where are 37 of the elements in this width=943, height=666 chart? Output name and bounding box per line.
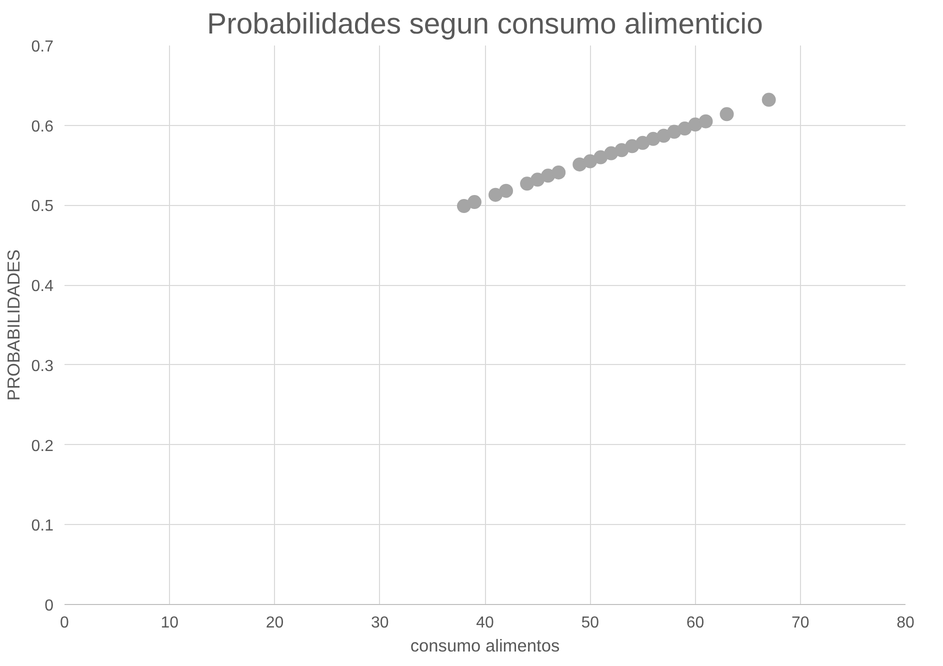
- y-tick-label: 0.5: [31, 198, 54, 216]
- x-tick-label: 40: [476, 614, 494, 632]
- y-tick-label: 0.7: [31, 38, 54, 56]
- point: [552, 165, 566, 180]
- x-tick-label: 0: [60, 614, 70, 632]
- point: [583, 154, 598, 168]
- point: [636, 136, 650, 150]
- point: [488, 188, 503, 202]
- x-tick-label: 50: [581, 614, 600, 632]
- x-tick-label: 80: [896, 614, 914, 632]
- point: [520, 176, 534, 191]
- point: [614, 143, 629, 158]
- y-tick-label: 0.6: [31, 118, 54, 136]
- point: [656, 128, 671, 143]
- chart-title: Probabilidades segun consumo alimenticio: [207, 8, 763, 40]
- x-tick-label: 30: [370, 614, 389, 632]
- x-tick-label: 10: [160, 614, 179, 632]
- point: [762, 92, 776, 107]
- x-tick-label: 60: [686, 614, 704, 632]
- x-tick-label: 70: [791, 614, 810, 632]
- point: [456, 199, 471, 213]
- point: [594, 150, 608, 164]
- y-tick-label: 0.3: [31, 358, 54, 375]
- point: [499, 184, 514, 198]
- point: [467, 195, 482, 210]
- y-tick-label: 0.2: [31, 438, 54, 455]
- x-tick-label: 20: [266, 614, 284, 632]
- y-axis-title: PROBABILIDADES: [3, 249, 24, 401]
- point: [678, 122, 692, 136]
- point: [720, 107, 734, 122]
- point: [530, 172, 545, 187]
- point: [572, 158, 587, 172]
- point: [698, 114, 713, 128]
- y-tick-label: 0.4: [31, 278, 54, 296]
- y-tick-label: 0.1: [31, 518, 54, 535]
- y-tick-label: 0: [44, 598, 54, 614]
- x-axis-title: consumo alimentos: [410, 636, 560, 656]
